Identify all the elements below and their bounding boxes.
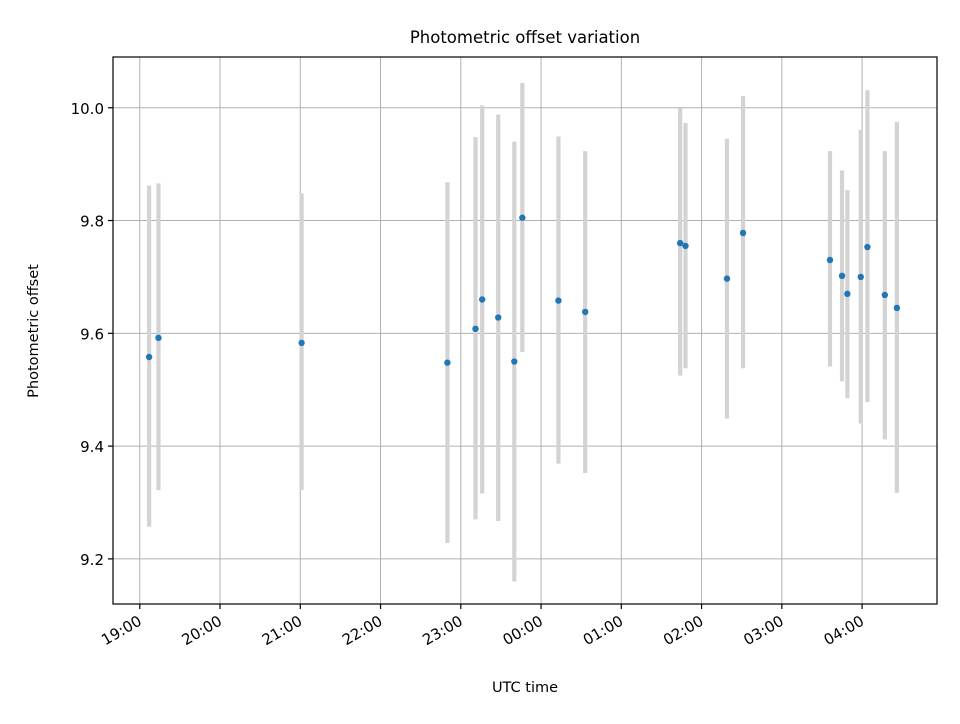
data-point xyxy=(739,229,747,237)
data-point xyxy=(838,272,846,279)
x-axis-label: UTC time xyxy=(492,680,558,696)
y-tick-label: 9.8 xyxy=(80,213,104,231)
y-axis-label: Photometric offset xyxy=(26,264,42,398)
plot-frame xyxy=(112,56,938,605)
chart-title: Photometric offset variation xyxy=(410,28,640,47)
data-point xyxy=(511,358,518,365)
data-point xyxy=(155,334,162,342)
y-tick-label: 10.0 xyxy=(71,100,104,118)
data-point xyxy=(723,275,731,282)
data-point xyxy=(519,214,526,221)
data-points xyxy=(145,214,901,366)
data-point xyxy=(581,308,589,316)
y-tick-label: 9.6 xyxy=(80,325,104,343)
data-point xyxy=(495,314,502,321)
data-point xyxy=(444,359,451,366)
data-point xyxy=(478,296,486,303)
data-point xyxy=(844,290,851,298)
data-point xyxy=(864,243,871,251)
data-point xyxy=(881,291,889,299)
data-point xyxy=(145,353,153,361)
data-point xyxy=(676,239,684,247)
y-tick-label: 9.4 xyxy=(80,438,104,456)
data-point xyxy=(472,325,479,333)
data-point xyxy=(555,297,562,304)
y-tick-label: 9.2 xyxy=(80,551,104,569)
data-point xyxy=(682,242,689,250)
data-point xyxy=(857,273,864,281)
data-point xyxy=(826,256,834,264)
data-point xyxy=(893,304,901,312)
data-point xyxy=(298,339,305,347)
